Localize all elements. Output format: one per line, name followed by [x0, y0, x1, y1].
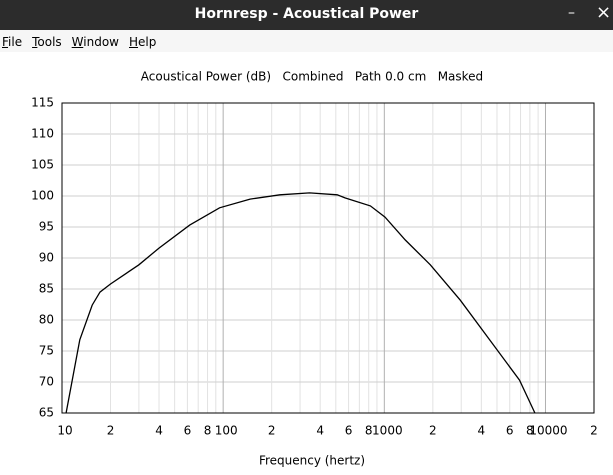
y-tick-label: 80: [39, 313, 54, 327]
x-tick-label: 2: [268, 424, 276, 438]
y-tick-label: 70: [39, 375, 54, 389]
x-tick-label: 2: [590, 424, 598, 438]
x-tick-label: 10: [57, 424, 72, 438]
x-tick-label: 8: [204, 424, 212, 438]
menu-item[interactable]: Help: [129, 35, 157, 49]
y-tick-label: 105: [31, 158, 54, 172]
x-tick-label: 1000: [372, 424, 403, 438]
data-line: [65, 192, 536, 414]
x-tick-label: 8: [526, 424, 534, 438]
title-bar: Hornresp - Acoustical Power – ×: [0, 0, 613, 30]
x-tick-label: 6: [184, 424, 192, 438]
y-tick-label: 100: [31, 189, 54, 203]
x-tick-label: 100: [215, 424, 238, 438]
minimize-button[interactable]: –: [568, 5, 575, 21]
y-tick-label: 65: [39, 406, 54, 420]
x-tick-label: 10000: [529, 424, 567, 438]
chart-title: Acoustical Power (dB) Combined Path 0.0 …: [141, 70, 483, 84]
menu-bar: File Tools Window Help: [0, 30, 613, 52]
x-tick-label: 6: [506, 424, 514, 438]
menu-item[interactable]: Tools: [32, 35, 62, 49]
y-tick-label: 75: [39, 344, 54, 358]
chart: Acoustical Power (dB) Combined Path 0.0 …: [31, 70, 598, 468]
x-tick-label: 2: [429, 424, 437, 438]
x-tick-label: 4: [316, 424, 324, 438]
menu-item[interactable]: File: [2, 35, 23, 49]
close-button[interactable]: ×: [596, 2, 612, 23]
x-axis-label: Frequency (hertz): [259, 454, 365, 468]
x-tick-label: 4: [155, 424, 163, 438]
plot-border: [61, 102, 595, 414]
menu-item[interactable]: Window: [71, 35, 119, 49]
y-tick-label: 85: [39, 282, 54, 296]
x-tick-label: 4: [478, 424, 486, 438]
x-tick-label: 6: [345, 424, 353, 438]
y-tick-label: 95: [39, 220, 54, 234]
x-tick-label: 2: [107, 424, 115, 438]
window-title: Hornresp - Acoustical Power: [194, 6, 419, 22]
y-tick-label: 90: [39, 251, 54, 265]
x-tick-label: 8: [365, 424, 373, 438]
y-tick-label: 115: [31, 96, 54, 110]
y-tick-label: 110: [31, 127, 54, 141]
